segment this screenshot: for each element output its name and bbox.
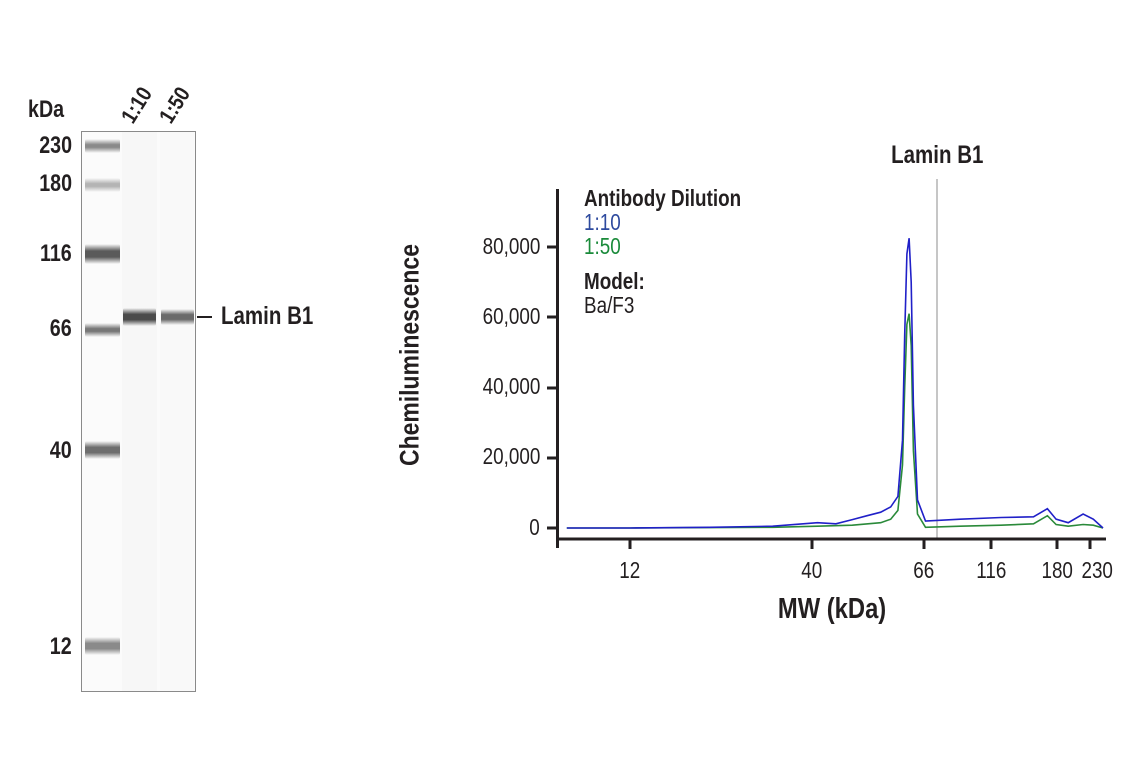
ladder-lane — [85, 132, 120, 691]
y-tick-label-60000: 60,000 — [482, 303, 540, 329]
sample-lane-1-50 — [160, 132, 194, 691]
model-title: Model: — [584, 268, 645, 294]
legend: Antibody Dilution 1:10 1:50 Model: Ba/F3 — [584, 186, 776, 317]
mw-marker-180: 180 — [39, 170, 72, 197]
x-tick-label-180: 180 — [1041, 557, 1073, 583]
chart-title: Lamin B1 — [890, 141, 984, 169]
band-pointer-line — [197, 316, 212, 318]
ladder-band-66 — [85, 323, 120, 337]
mw-marker-230: 230 — [39, 132, 72, 159]
x-tick-label-230: 230 — [1081, 557, 1113, 583]
x-tick-label-12: 12 — [619, 557, 641, 583]
x-ticks — [628, 539, 1092, 549]
band-label: Lamin B1 — [221, 302, 314, 330]
sample-lane-1-10 — [122, 132, 157, 691]
x-tick-label-116: 116 — [975, 557, 1007, 583]
western-blot-image — [81, 131, 196, 692]
sample-band-1-10 — [123, 308, 156, 326]
ladder-band-12 — [85, 637, 120, 655]
y-tick-label-80000: 80,000 — [482, 233, 540, 259]
ladder-band-230 — [85, 139, 120, 153]
mw-marker-40: 40 — [50, 437, 72, 464]
y-tick-label-40000: 40,000 — [482, 373, 540, 399]
y-tick-label-0: 0 — [529, 514, 540, 540]
sample-band-1-50 — [161, 309, 194, 325]
mw-marker-12: 12 — [50, 633, 72, 660]
kda-unit-label: kDa — [28, 96, 65, 123]
x-tick-label-66: 66 — [913, 557, 935, 583]
x-tick-label-40: 40 — [801, 557, 823, 583]
mw-marker-66: 66 — [50, 315, 72, 342]
legend-title: Antibody Dilution — [584, 185, 742, 211]
y-ticks — [547, 245, 557, 530]
x-axis-label: MW (kDa) — [777, 593, 887, 625]
model-value: Ba/F3 — [584, 292, 635, 318]
mw-marker-116: 116 — [40, 240, 72, 267]
ladder-band-40 — [85, 441, 120, 459]
ladder-band-180 — [85, 178, 120, 192]
legend-item-1-10: 1:10 — [584, 209, 621, 235]
series-line-1-50 — [566, 313, 1104, 529]
ladder-band-116 — [85, 244, 120, 264]
y-tick-label-20000: 20,000 — [482, 443, 540, 469]
legend-item-1-50: 1:50 — [584, 233, 621, 259]
series-line-1-10 — [566, 238, 1104, 529]
